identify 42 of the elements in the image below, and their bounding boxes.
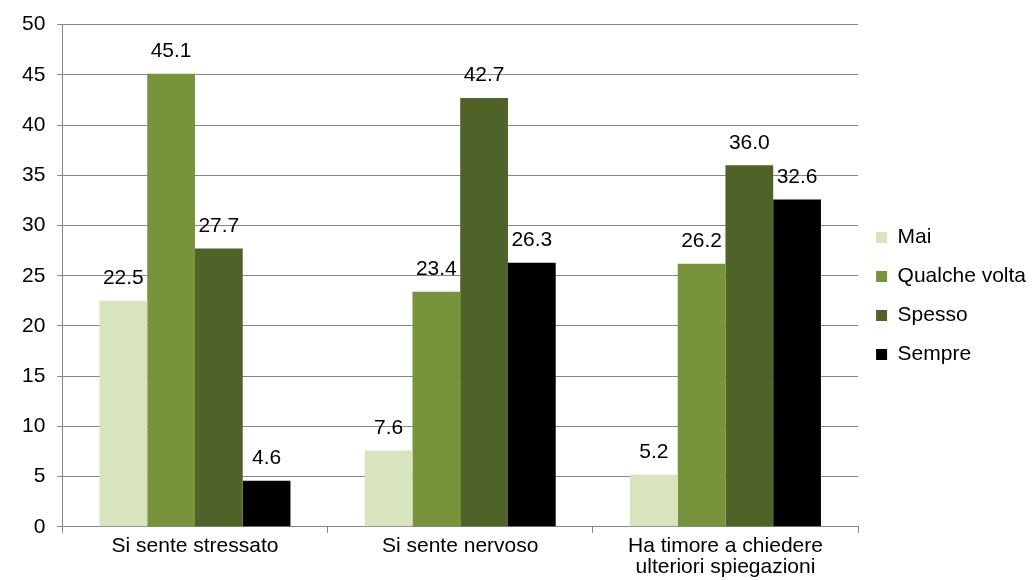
legend-label: Mai	[897, 224, 932, 248]
data-label: 32.6	[776, 163, 818, 187]
data-label: 23.4	[415, 256, 458, 280]
y-tick-label: 0	[33, 513, 46, 537]
data-label: 22.5	[102, 265, 144, 289]
bar	[677, 263, 726, 527]
data-label: 36.0	[728, 129, 770, 153]
bar	[507, 262, 556, 527]
y-tick-label: 10	[22, 413, 46, 437]
data-label: 5.2	[639, 438, 669, 462]
y-tick-label: 45	[22, 61, 46, 85]
bar	[412, 291, 461, 527]
x-tick-label: Si sente nervoso	[382, 532, 539, 556]
data-label: 26.3	[511, 226, 553, 250]
bar	[460, 97, 508, 527]
x-tick-label: Ha timore a chiedere ulteriori spiegazioni	[628, 532, 823, 577]
data-label: 4.6	[251, 444, 282, 468]
legend-label: Sempre	[897, 341, 972, 365]
bar	[194, 248, 243, 527]
bar	[725, 165, 774, 527]
legend-label: Qualche volta	[897, 263, 1027, 287]
bar	[99, 300, 148, 527]
y-tick-label: 35	[22, 162, 46, 186]
y-tick-label: 5	[33, 463, 46, 487]
legend-label: Spesso	[897, 302, 968, 326]
bar	[629, 474, 678, 527]
y-tick-label: 20	[22, 312, 46, 336]
bar	[773, 199, 821, 527]
y-tick-label: 25	[22, 262, 46, 286]
y-tick-label: 15	[22, 362, 46, 386]
bar	[147, 73, 195, 527]
data-label: 27.7	[198, 212, 240, 236]
y-tick-label: 30	[22, 212, 46, 236]
y-tick-label: 40	[22, 111, 46, 135]
bar	[364, 450, 413, 527]
data-label: 42.7	[463, 62, 505, 86]
data-label: 26.2	[681, 227, 723, 251]
y-tick-label: 50	[22, 11, 46, 35]
x-tick-label: Si sente stressato	[111, 532, 279, 556]
data-label: 7.6	[374, 414, 404, 438]
bar	[242, 480, 291, 527]
data-label: 45.1	[150, 38, 192, 62]
